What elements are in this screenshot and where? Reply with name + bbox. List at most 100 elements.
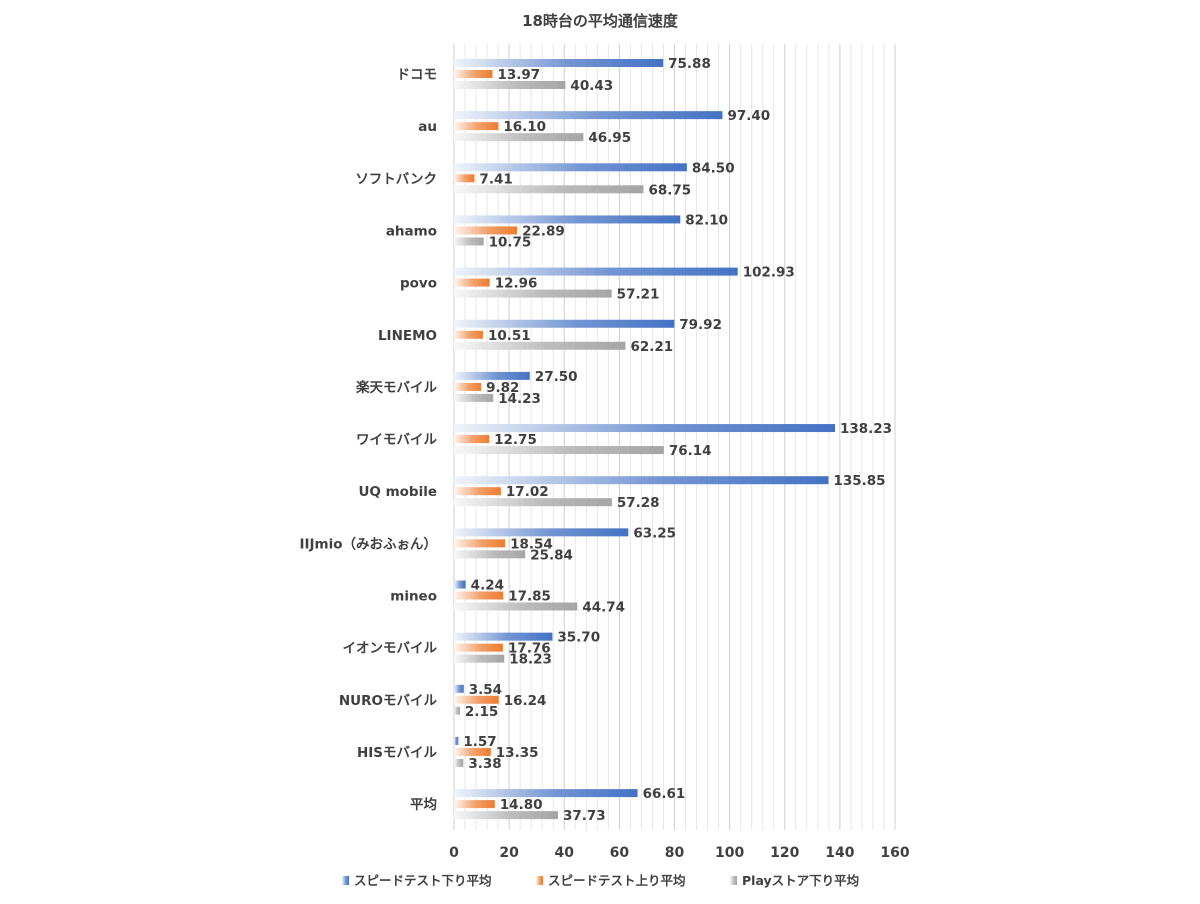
bar <box>454 789 638 798</box>
bar <box>454 319 675 328</box>
data-label: 46.95 <box>588 130 631 146</box>
data-label: 17.02 <box>506 484 549 500</box>
bar <box>454 111 723 120</box>
category-label: ワイモバイル <box>356 432 437 448</box>
bar <box>454 278 490 287</box>
bar <box>454 758 464 767</box>
data-label: 66.61 <box>643 786 686 802</box>
bar <box>454 289 612 298</box>
data-label: 13.97 <box>498 67 541 83</box>
x-tick-label: 120 <box>770 845 799 861</box>
data-label: 22.89 <box>522 223 565 239</box>
x-tick-label: 80 <box>665 845 685 861</box>
bar <box>454 226 518 235</box>
data-label: 75.88 <box>668 56 711 72</box>
data-label: 44.74 <box>582 600 625 616</box>
bar <box>454 163 687 172</box>
data-label: 16.24 <box>504 693 547 709</box>
data-label: 57.28 <box>617 495 660 511</box>
bar <box>454 382 482 391</box>
data-label: 102.93 <box>743 265 795 281</box>
legend-label: スピードテスト下り平均 <box>354 873 492 888</box>
bar <box>454 393 494 402</box>
bar <box>454 185 644 194</box>
legend-label: スピードテスト上り平均 <box>548 873 686 888</box>
bar <box>454 237 484 246</box>
category-label: ドコモ <box>397 67 438 83</box>
bar <box>454 424 835 433</box>
data-label: 18.54 <box>510 536 553 552</box>
bar <box>454 446 664 455</box>
data-label: 79.92 <box>679 317 722 333</box>
bar <box>454 580 466 589</box>
bar <box>454 267 738 276</box>
data-label: 27.50 <box>535 369 578 385</box>
bar <box>454 59 664 67</box>
bar <box>454 122 499 131</box>
data-label: 57.21 <box>617 287 660 303</box>
legend-swatch <box>342 876 349 885</box>
data-label: 16.10 <box>503 119 546 135</box>
grid-layer <box>453 44 896 830</box>
data-label: 2.15 <box>465 704 498 720</box>
bar <box>454 632 553 641</box>
category-label: povo <box>400 276 437 292</box>
bar <box>454 476 829 485</box>
category-label: au <box>418 119 437 135</box>
bar <box>454 330 483 339</box>
data-label: 138.23 <box>840 421 892 437</box>
data-label: 7.41 <box>479 171 512 187</box>
data-label: 10.75 <box>489 234 532 250</box>
category-label: イオンモバイル <box>343 641 438 657</box>
bar <box>454 133 584 142</box>
category-label: 楽天モバイル <box>355 379 437 396</box>
bar <box>454 70 493 78</box>
data-label: 14.80 <box>500 797 543 813</box>
bar-layer: 75.88 13.97 40.43 97.40 16.10 46.95 84.50 7.41 6… <box>454 56 892 824</box>
x-tick-label: 100 <box>715 845 744 861</box>
data-label: 68.75 <box>648 182 691 198</box>
data-label: 14.23 <box>498 391 541 407</box>
category-label: 平均 <box>410 796 437 813</box>
bar <box>454 550 526 559</box>
legend-swatch <box>536 876 543 885</box>
bar <box>454 706 460 715</box>
category-label: HISモバイル <box>357 745 438 761</box>
bar <box>454 602 578 611</box>
category-label: ahamo <box>386 223 437 239</box>
bar <box>454 591 504 600</box>
data-label: 13.35 <box>496 745 539 761</box>
bar <box>454 747 491 756</box>
data-label: 17.85 <box>508 589 551 605</box>
legend-label: Playストア下り平均 <box>742 873 859 888</box>
data-label: 76.14 <box>669 443 712 459</box>
x-tick-label: 40 <box>555 845 575 861</box>
category-label: LINEMO <box>378 328 437 344</box>
data-label: 35.70 <box>557 630 600 646</box>
data-label: 4.24 <box>471 578 504 594</box>
data-label: 25.84 <box>530 547 573 563</box>
bar <box>454 528 629 537</box>
bar <box>454 695 499 704</box>
data-label: 9.82 <box>486 380 519 396</box>
bar <box>454 174 475 183</box>
tick-label-layer: 0 20 40 60 80 100 120 140 160 <box>449 845 910 861</box>
x-tick-label: 20 <box>499 845 519 861</box>
bar <box>454 811 558 820</box>
bar <box>454 684 464 693</box>
data-label: 135.85 <box>833 473 885 489</box>
data-label: 10.51 <box>488 328 531 344</box>
data-label: 17.76 <box>508 641 551 657</box>
data-label: 1.57 <box>463 734 496 750</box>
data-label: 62.21 <box>630 339 673 355</box>
legend: スピードテスト下り平均 スピードテスト上り平均 Playストア下り平均 <box>342 873 859 888</box>
bar <box>454 643 503 652</box>
x-tick-label: 60 <box>610 845 630 861</box>
category-label: ソフトバンク <box>355 171 437 187</box>
x-tick-label: 140 <box>825 845 854 861</box>
bar <box>454 371 530 380</box>
category-label: NUROモバイル <box>339 693 438 709</box>
bar <box>454 487 501 496</box>
